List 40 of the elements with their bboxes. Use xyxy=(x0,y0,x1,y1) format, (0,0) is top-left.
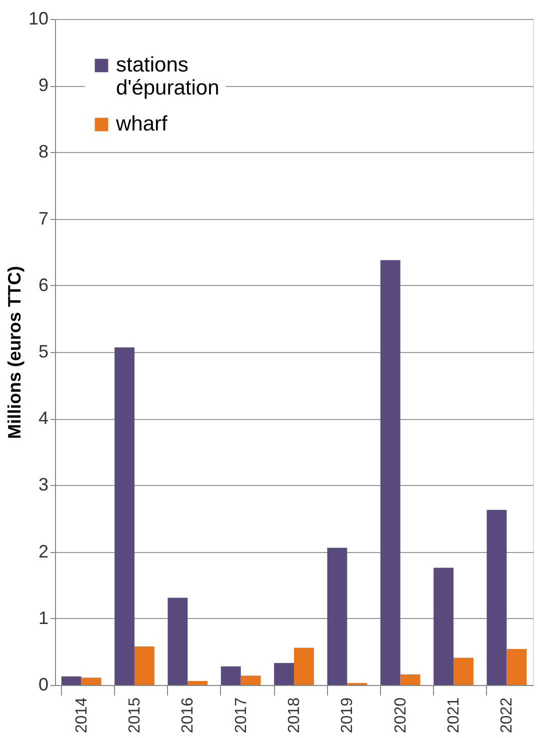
y-tick-label: 3 xyxy=(38,474,48,495)
bar xyxy=(380,260,400,685)
legend-label: stations d'épuration xyxy=(116,54,220,100)
bar xyxy=(327,548,348,685)
bar xyxy=(188,681,208,685)
y-tick-label: 5 xyxy=(38,342,48,362)
x-tick-label: 2016 xyxy=(180,697,197,734)
y-tick-label: 7 xyxy=(38,208,48,228)
bar xyxy=(220,666,241,685)
bar xyxy=(134,646,154,685)
y-axis-title: Millions (euros TTC) xyxy=(4,266,24,439)
y-tick-label: 8 xyxy=(38,142,48,162)
x-tick-label: 2021 xyxy=(446,697,463,734)
y-tick-label: 2 xyxy=(38,541,48,562)
bar xyxy=(400,674,420,685)
bar xyxy=(274,663,294,685)
bar xyxy=(434,568,454,685)
bar xyxy=(240,676,261,685)
y-tick-label: 6 xyxy=(38,274,48,295)
y-tick-label: 1 xyxy=(38,608,48,628)
x-tick-label: 2015 xyxy=(126,697,144,734)
x-tick-label: 2020 xyxy=(392,697,410,734)
x-tick-label: 2014 xyxy=(73,697,90,734)
bar xyxy=(114,347,134,685)
bar xyxy=(506,649,527,685)
y-tick-label: 9 xyxy=(38,75,48,96)
bar xyxy=(61,676,82,685)
y-tick-label: 0 xyxy=(38,674,48,694)
bar xyxy=(486,510,507,685)
x-tick-label: 2017 xyxy=(232,697,250,734)
x-tick-label: 2022 xyxy=(498,697,516,734)
y-tick-label: 4 xyxy=(38,408,48,428)
y-tick-label: 10 xyxy=(28,8,48,28)
bar xyxy=(81,678,102,685)
legend-label: wharf xyxy=(115,112,168,136)
bar xyxy=(294,648,314,685)
bar xyxy=(168,598,188,685)
x-tick-label: 2018 xyxy=(286,697,303,734)
x-tick-label: 2019 xyxy=(339,697,356,734)
bar xyxy=(454,658,474,685)
